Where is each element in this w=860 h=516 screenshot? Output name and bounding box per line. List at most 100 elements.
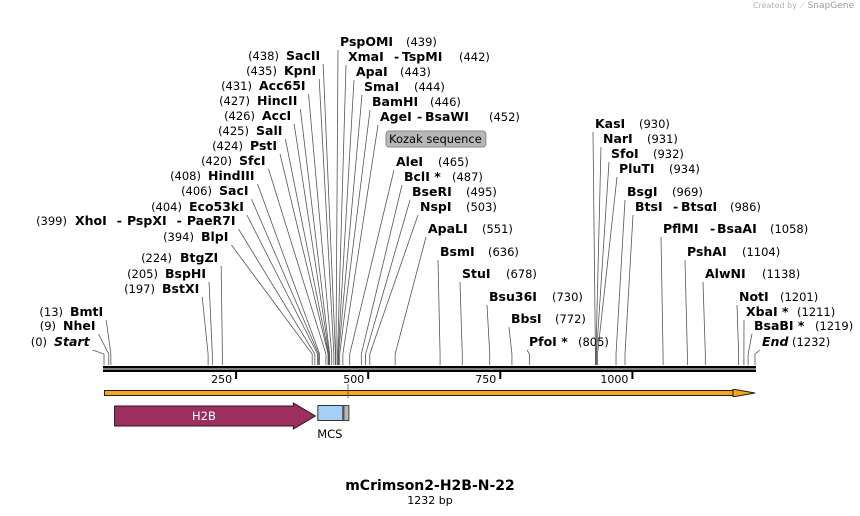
site-nspi-leader xyxy=(369,214,419,365)
site-sfci: (420) SfcI xyxy=(201,153,265,168)
mcs-feature-label: MCS xyxy=(317,427,342,441)
plasmid-name: mCrimson2-H2B-N-22 xyxy=(345,478,515,494)
site-btgzi: (224) BtgZI xyxy=(141,250,218,265)
site-btsi: BtsI - BtsαI (986) xyxy=(635,199,761,214)
site-bstxi-label-0: (197) xyxy=(124,282,155,296)
site-end-label-1: (1232) xyxy=(792,335,830,349)
site-sacii-label-0: (438) xyxy=(248,49,279,63)
site-kasi-label-1: (930) xyxy=(639,117,670,131)
snapgene-logo-icon: ⟋ xyxy=(799,1,806,10)
site-saci-leader xyxy=(251,198,319,365)
sequence-backbone xyxy=(103,366,756,372)
site-kpni: (435) KpnI xyxy=(246,63,316,78)
site-bmti-label-0: (13) xyxy=(39,305,63,319)
site-pspomi-label-1: (439) xyxy=(406,35,437,49)
orf-arrow-body xyxy=(104,390,734,396)
site-apai-label-1: (443) xyxy=(400,65,431,79)
site-eco53ki-label-0: (404) xyxy=(151,200,182,214)
site-bsgi-label-1: (969) xyxy=(672,185,703,199)
site-hindiii-leader xyxy=(257,183,320,365)
site-xmai-leader xyxy=(337,64,347,365)
site-smai-leader xyxy=(338,94,363,365)
site-bstxi: (197) BstXI xyxy=(124,281,199,296)
site-sfoi-label-1: (932) xyxy=(653,147,684,161)
site-hincii: (427) HincII xyxy=(219,93,297,108)
site-xhoi-label-3: PspXI xyxy=(127,213,167,228)
site-smai: SmaI (444) xyxy=(364,79,445,94)
site-bsabi-leader xyxy=(747,333,753,365)
brand-prefix: Created by xyxy=(752,1,797,10)
site-xhoi-leader xyxy=(238,228,316,365)
site-pshai-label-0: PshAI xyxy=(687,244,727,259)
site-psti: (424) PstI xyxy=(212,138,277,153)
site-leader-lines xyxy=(92,49,761,365)
site-hincii-leader xyxy=(299,108,331,365)
site-agei-leader xyxy=(342,124,379,365)
site-kpni-label-0: (435) xyxy=(246,64,277,78)
site-apai-leader xyxy=(337,79,355,365)
site-xmai: XmaI - TspMI (442) xyxy=(348,49,490,64)
site-sali: (425) SalI xyxy=(218,123,282,138)
kozak-callout-label: Kozak sequence xyxy=(389,132,482,146)
site-nari-label-1: (931) xyxy=(647,132,678,146)
site-noti: NotI (1201) xyxy=(739,289,818,304)
orf-arrow-head xyxy=(732,389,756,397)
site-bseri-leader xyxy=(365,199,411,365)
site-hincii-label-1: HincII xyxy=(257,93,297,108)
site-nari: NarI (931) xyxy=(603,131,678,146)
site-bbsi-leader xyxy=(508,326,513,365)
site-alwni-label-0: AlwNI xyxy=(705,266,746,281)
site-sali-label-1: SalI xyxy=(256,123,282,138)
site-noti-label-1: (1201) xyxy=(780,290,818,304)
site-kpni-leader xyxy=(318,78,335,365)
site-start-label-0: (0) xyxy=(31,335,47,349)
site-bsabi-label-0: BsaBI * xyxy=(754,318,805,333)
site-apali: ApaLI (551) xyxy=(428,221,513,236)
site-bseri-label-0: BseRI xyxy=(412,184,452,199)
ruler-tick-label-1000: 1000 xyxy=(600,373,628,386)
site-bsmi-label-1: (636) xyxy=(488,245,519,259)
site-sfci-label-0: (420) xyxy=(201,154,232,168)
site-pflmi-label-2: BsaAI xyxy=(717,221,757,236)
site-pshai: PshAI (1104) xyxy=(687,244,780,259)
site-bsphi: (205) BspHI xyxy=(127,266,206,281)
site-bsabi-label-1: (1219) xyxy=(815,319,853,333)
site-bsphi-label-0: (205) xyxy=(127,267,158,281)
site-noti-leader xyxy=(736,304,740,365)
site-sfoi: SfoI (932) xyxy=(611,146,684,161)
site-acc65i-label-0: (431) xyxy=(221,79,252,93)
site-xbai-label-0: XbaI * xyxy=(746,304,789,319)
site-bseri-label-1: (495) xyxy=(466,185,497,199)
site-sfoi-leader xyxy=(596,161,610,365)
kozak-feature-box xyxy=(343,405,350,421)
site-pflmi-label-0: PflMI xyxy=(663,221,699,236)
site-btgzi-leader xyxy=(220,265,223,365)
site-bsabi: BsaBI * (1219) xyxy=(754,318,853,333)
site-nhei: (9) NheI xyxy=(40,318,96,333)
snapgene-brand: Created by ⟋ SnapGene xyxy=(753,1,854,11)
brand-name: SnapGene xyxy=(807,1,854,11)
site-pluti-label-0: PluTI xyxy=(619,161,655,176)
site-xbai: XbaI * (1211) xyxy=(746,304,835,319)
site-alwni: AlwNI (1138) xyxy=(705,266,800,281)
site-btgzi-label-0: (224) xyxy=(141,251,172,265)
site-bstxi-label-1: BstXI xyxy=(162,281,199,296)
site-xhoi: (399) XhoI - PspXI - PaeR7I xyxy=(36,213,235,228)
site-pspomi-label-0: PspOMI xyxy=(340,34,393,49)
site-saci-label-1: SacI xyxy=(219,183,249,198)
site-psti-leader xyxy=(279,153,329,365)
site-end: End (1232) xyxy=(762,334,830,349)
site-nari-label-0: NarI xyxy=(603,131,633,146)
site-bsphi-label-1: BspHI xyxy=(165,266,206,281)
features: H2B MCS Kozak sequence xyxy=(104,130,756,441)
site-bsmi: BsmI (636) xyxy=(440,244,519,259)
site-bsu36i: Bsu36I (730) xyxy=(489,289,583,304)
site-alei-leader xyxy=(349,169,395,365)
site-btsi-label-2: BtsαI xyxy=(681,199,717,214)
site-bmti-leader xyxy=(105,319,112,365)
site-xhoi-label-4: - xyxy=(177,213,182,228)
site-pfoi-label-1: (805) xyxy=(578,335,609,349)
site-pflmi-label-3: (1058) xyxy=(770,222,808,236)
site-bamhi-label-1: (446) xyxy=(430,95,461,109)
plasmid-length: 1232 bp xyxy=(407,494,452,507)
